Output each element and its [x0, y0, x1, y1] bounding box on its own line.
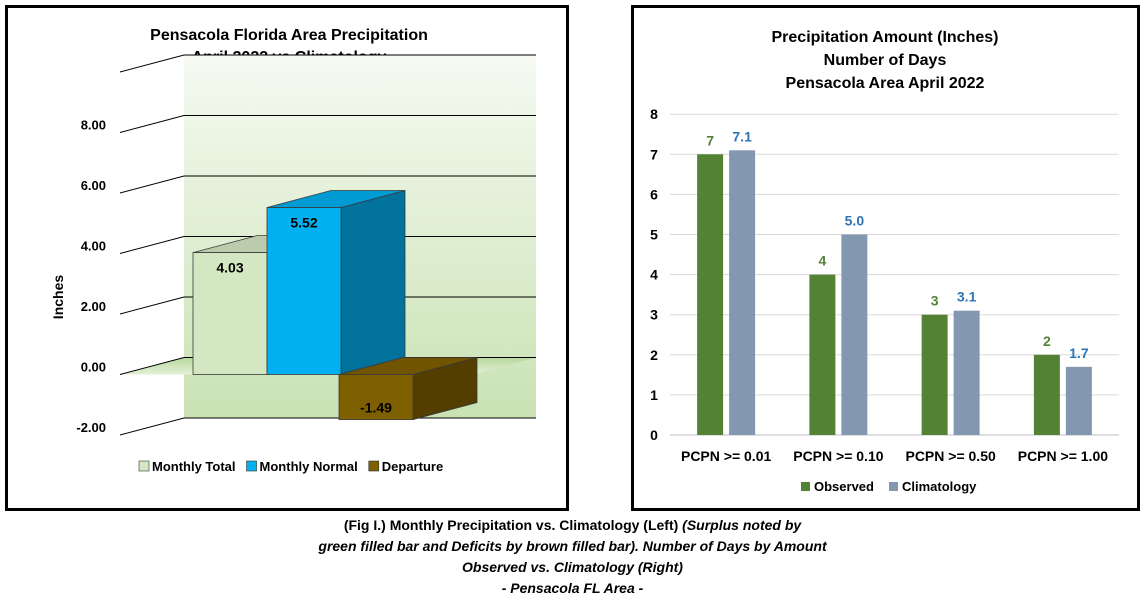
y-tick-label: 6	[650, 186, 658, 202]
bar-climatology	[1065, 366, 1092, 435]
bar-climatology	[729, 150, 756, 436]
bar-data-label: 1.7	[1069, 345, 1089, 361]
gridline	[119, 115, 536, 133]
bar-data-label: 4	[818, 253, 826, 269]
bar-monthly-normal	[266, 189, 406, 376]
left-chart: Pensacola Florida Area PrecipitationApri…	[50, 27, 536, 474]
right-chart-title-line: Precipitation Amount (Inches)	[772, 29, 999, 46]
y-tick-label: -2.00	[76, 420, 106, 435]
legend-swatch	[138, 460, 150, 472]
legend-swatch	[246, 460, 257, 472]
x-category-label: PCPN >= 1.00	[1018, 448, 1108, 464]
x-category-label: PCPN >= 0.10	[793, 448, 883, 464]
bar-side	[340, 189, 406, 376]
left-chart-title-line: Pensacola Florida Area Precipitation	[150, 27, 428, 44]
bar-departure	[338, 356, 478, 421]
y-tick-label: 2	[650, 347, 658, 363]
right-chart-title-line: Number of Days	[824, 52, 947, 69]
legend-label: Monthly Normal	[260, 459, 358, 474]
caption-line4: - Pensacola FL Area -	[501, 580, 644, 596]
y-tick-label: 7	[650, 146, 658, 162]
x-category-label: PCPN >= 0.50	[905, 448, 995, 464]
right-chart-panel: Precipitation Amount (Inches) Number of D…	[631, 5, 1140, 511]
caption-line2: green filled bar and Deficits by brown f…	[318, 538, 827, 554]
y-tick-label: 4	[650, 267, 658, 283]
legend-label: Climatology	[902, 479, 977, 494]
bar-observed	[921, 314, 948, 435]
caption-line1: (Fig I.) Monthly Precipitation vs. Clima…	[343, 517, 683, 533]
bar-data-label: 3	[931, 293, 939, 309]
bar-climatology	[841, 234, 868, 435]
gridline	[119, 236, 536, 254]
legend-swatch	[801, 482, 810, 491]
figure-caption: (Fig I.) Monthly Precipitation vs. Clima…	[0, 515, 1145, 599]
y-axis-label: Inches	[50, 275, 66, 320]
y-tick-label: 2.00	[81, 299, 106, 314]
y-tick-label: 5	[650, 227, 658, 243]
gridline	[119, 296, 536, 315]
gridline	[119, 175, 536, 194]
y-tick-label: 0	[650, 427, 658, 443]
caption-line3: Observed vs. Climatology (Right)	[462, 559, 683, 575]
bar-data-label: 3.1	[957, 289, 977, 305]
x-category-label: PCPN >= 0.01	[681, 448, 771, 464]
y-tick-label: 8	[650, 106, 658, 122]
caption-line1-italic: (Surplus noted by	[682, 517, 802, 533]
y-tick-label: 0.00	[81, 360, 106, 375]
bar-data-label: 5.52	[290, 215, 317, 231]
y-tick-label: 4.00	[81, 239, 106, 254]
legend-swatch	[368, 460, 380, 472]
bar-observed	[809, 274, 836, 435]
y-tick-label: 1	[650, 387, 658, 403]
y-tick-label: 6.00	[81, 178, 106, 193]
y-tick-label: 8.00	[81, 118, 106, 133]
bar-climatology	[953, 310, 980, 435]
bar-data-label: 5.0	[845, 213, 865, 229]
gridline	[119, 54, 536, 73]
bar-observed	[1033, 354, 1060, 435]
bar-front	[338, 374, 414, 420]
bar-data-label: 7.1	[732, 128, 752, 144]
bar-front	[192, 252, 268, 375]
legend-label: Monthly Total	[152, 459, 236, 474]
y-tick-label: 3	[650, 307, 658, 323]
right-chart-title-line: Pensacola Area April 2022	[786, 75, 985, 92]
legend-label: Departure	[382, 459, 443, 474]
legend-swatch	[888, 482, 898, 491]
right-chart: Precipitation Amount (Inches) Number of D…	[650, 29, 1119, 494]
bar-data-label: -1.49	[360, 400, 392, 416]
left-chart-panel: Pensacola Florida Area PrecipitationApri…	[5, 5, 569, 511]
bar-data-label: 7	[706, 132, 714, 148]
bar-observed	[697, 154, 724, 436]
bar-data-label: 2	[1043, 333, 1051, 349]
legend-label: Observed	[814, 479, 874, 494]
gridline	[119, 417, 536, 436]
bar-data-label: 4.03	[216, 260, 243, 276]
bar-front	[266, 207, 342, 375]
